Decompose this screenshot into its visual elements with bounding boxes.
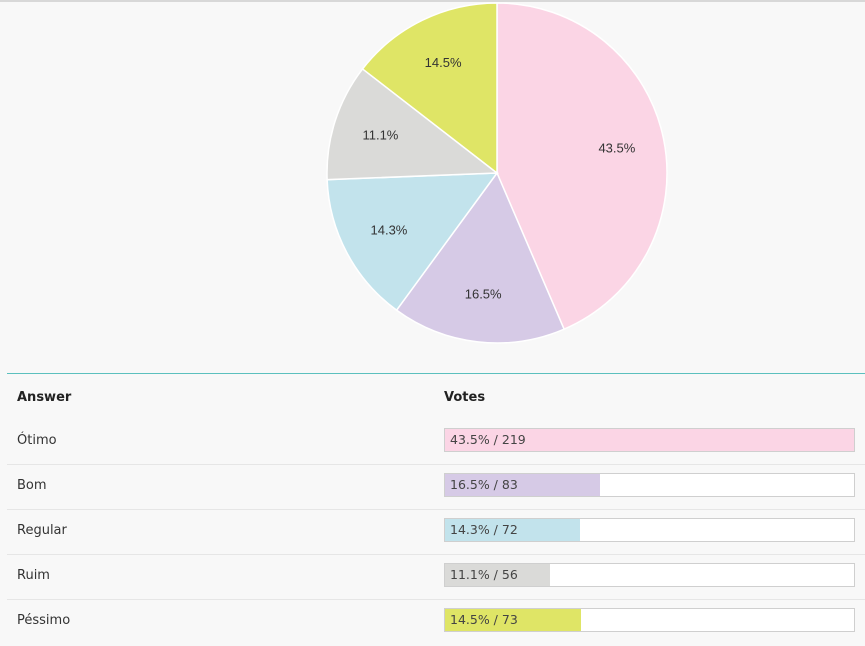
top-divider	[0, 0, 865, 2]
votes-bar-fill	[445, 564, 550, 586]
votes-bar-fill	[445, 519, 580, 541]
pie-slice	[496, 2, 668, 331]
votes-bar: 14.3% / 72	[444, 518, 855, 542]
pie-slice-label: 16.5%	[465, 287, 502, 302]
pie-slice-label: 14.5%	[425, 55, 462, 70]
results-table: Answer Votes Ótimo 43.5% / 219 Bom 16.5%…	[7, 373, 865, 646]
pie-slice	[326, 172, 499, 312]
votes-text: 43.5% / 219	[450, 432, 526, 447]
answer-label: Péssimo	[17, 613, 71, 628]
votes-bar-fill	[445, 609, 582, 631]
table-row: Ruim 11.1% / 56	[7, 554, 865, 600]
table-row: Regular 14.3% / 72	[7, 509, 865, 555]
pie-slice-label: 14.3%	[371, 222, 408, 237]
pie-slice-label: 43.5%	[598, 140, 635, 155]
pie-slice-label: 11.1%	[362, 128, 398, 143]
pie-slice	[326, 67, 500, 181]
votes-bar: 14.5% / 73	[444, 608, 855, 632]
table-row: Bom 16.5% / 83	[7, 464, 865, 510]
votes-text: 11.1% / 56	[450, 567, 518, 582]
votes-text: 14.3% / 72	[450, 522, 518, 537]
votes-column-header: Votes	[444, 390, 486, 405]
votes-bar: 43.5% / 219	[444, 428, 855, 452]
answer-label: Ruim	[17, 568, 50, 583]
answer-column-header: Answer	[17, 390, 72, 405]
votes-bar-fill	[445, 474, 600, 496]
pie-slice	[395, 171, 566, 344]
votes-text: 14.5% / 73	[450, 612, 518, 627]
table-row: Ótimo 43.5% / 219	[7, 419, 865, 465]
votes-bar-fill	[445, 429, 854, 451]
answer-label: Ótimo	[17, 433, 57, 448]
votes-text: 16.5% / 83	[450, 477, 518, 492]
votes-bar: 11.1% / 56	[444, 563, 855, 587]
answer-label: Regular	[17, 523, 67, 538]
table-row: Péssimo 14.5% / 73	[7, 599, 865, 644]
pie-chart: 43.5% 16.5% 14.3% 11.1% 14.5%	[326, 2, 668, 344]
votes-bar: 16.5% / 83	[444, 473, 855, 497]
pie-slice	[361, 2, 498, 175]
answer-label: Bom	[17, 478, 47, 493]
